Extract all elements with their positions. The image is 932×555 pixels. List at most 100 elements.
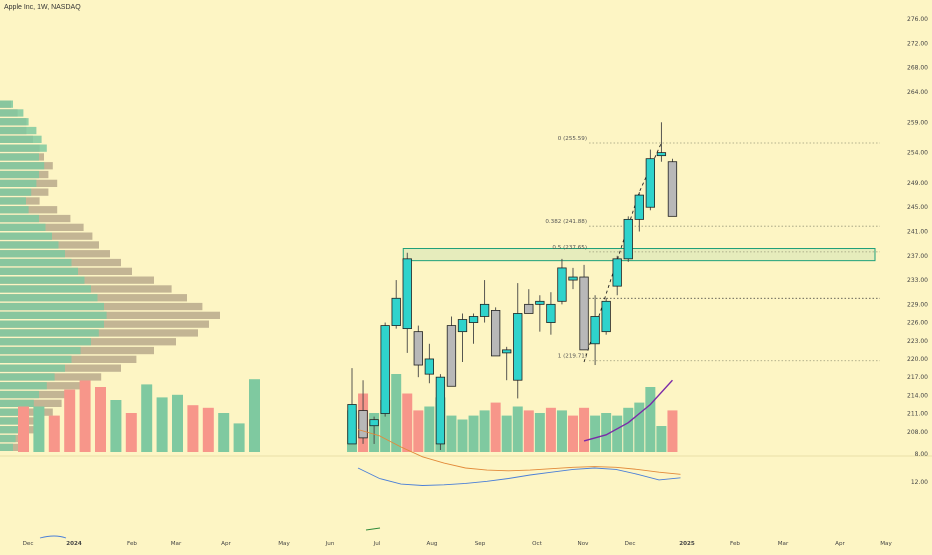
volume-bar [446, 415, 457, 452]
x-tick-label: Dec [625, 541, 636, 547]
candle-body [402, 258, 412, 330]
volume-bar [468, 415, 479, 452]
volume-bar [218, 413, 230, 452]
profile-row-up [0, 408, 29, 416]
profile-row-down [0, 311, 220, 319]
profile-row-up [0, 346, 81, 355]
candle-body [546, 303, 556, 323]
y-tick-label: 229.00 [907, 301, 928, 308]
profile-row-up [0, 302, 104, 311]
x-tick-label: Feb [127, 541, 137, 547]
candle-body [413, 331, 423, 366]
fib-level-label: 0.5 (237.65) [552, 245, 587, 251]
x-tick-label: 2025 [679, 541, 695, 547]
volume-bar [48, 415, 60, 452]
x-tick-label: Jul [373, 541, 381, 547]
candle-body [590, 316, 600, 345]
x-tick-label: May [880, 541, 892, 547]
candle-body [468, 316, 479, 323]
x-tick-label: Oct [532, 541, 542, 547]
profile-row-up [0, 276, 85, 284]
profile-row-up [0, 311, 107, 319]
profile-row-up [0, 285, 91, 293]
x-tick-label: Aug [427, 541, 438, 547]
moving-average-line [583, 379, 673, 442]
oscillator-signal-line [365, 527, 381, 531]
x-tick-label: Mar [171, 541, 182, 547]
volume-bar [202, 407, 214, 452]
volume-bar [568, 415, 578, 452]
profile-row-up [0, 434, 16, 443]
volume-bar [634, 402, 645, 452]
volume-bar [413, 410, 424, 452]
profile-row-up [0, 232, 52, 240]
x-tick-label: Apr [835, 541, 845, 547]
profile-row-up [0, 373, 55, 381]
candle-body [391, 297, 401, 326]
x-tick-label: Nov [578, 541, 590, 547]
volume-bar [534, 413, 545, 452]
candle-body [601, 300, 611, 333]
y-tick-label: 233.00 [907, 277, 928, 284]
candle-body [446, 325, 457, 387]
volume-bar [380, 400, 391, 452]
candle-body [612, 258, 622, 287]
profile-row-up [0, 241, 59, 249]
fib-level-label: 0.382 (241.88) [545, 219, 587, 225]
x-tick-label: Feb [730, 541, 740, 547]
y-tick-label: 211.00 [907, 411, 928, 418]
fib-level-label: 1 (219.71) [558, 354, 587, 360]
y-tick-label: 217.00 [907, 374, 928, 381]
x-tick-label: 2024 [66, 541, 82, 547]
x-tick-label: May [278, 541, 290, 547]
candle-body [667, 161, 678, 217]
y-tick-label: 223.00 [907, 338, 928, 345]
profile-row-up [0, 320, 104, 328]
profile-row-up [0, 126, 37, 135]
profile-row-down [0, 329, 198, 337]
profile-row-up [0, 153, 39, 161]
volume-bar [95, 387, 106, 452]
candle-body [513, 313, 523, 381]
volume-bar [479, 410, 490, 452]
candle-body [623, 218, 633, 260]
oscillator-fast-line [357, 467, 681, 486]
x-tick-label: Mar [778, 541, 789, 547]
profile-row-up [0, 197, 26, 205]
candle-body [524, 303, 534, 314]
candle-body [479, 303, 490, 317]
candle-body [656, 152, 667, 157]
y-tick-label: 276.00 [907, 16, 928, 23]
profile-row-up [0, 170, 39, 179]
oscillator-fast-early [39, 535, 67, 539]
candle-body [457, 319, 468, 333]
candle-body [645, 158, 655, 208]
profile-row-down [0, 320, 209, 328]
x-tick-label: Sep [475, 541, 486, 547]
profile-row-up [0, 144, 47, 152]
volume-bar [391, 374, 402, 452]
volume-bar [523, 410, 534, 452]
y-tick-label: 254.00 [907, 150, 928, 157]
candle-body [435, 376, 446, 445]
resistance-zone [402, 248, 876, 262]
volume-bar [18, 406, 29, 452]
candle-body [380, 325, 390, 414]
oscillator-tick-label: 8.00 [915, 451, 929, 458]
volume-bar [125, 413, 137, 452]
profile-row-up [0, 443, 13, 451]
y-tick-label: 241.00 [907, 229, 928, 236]
volume-bar [623, 407, 634, 452]
profile-row-up [0, 250, 65, 258]
volume-bar [172, 394, 183, 452]
volume-bar [579, 407, 590, 452]
candle-body [347, 404, 357, 445]
profile-row-up [0, 426, 19, 434]
y-tick-label: 249.00 [907, 180, 928, 187]
volume-bar [141, 384, 153, 452]
volume-bar [556, 410, 567, 452]
profile-row-up [0, 267, 78, 275]
profile-row-up [0, 206, 29, 214]
candle-body [557, 267, 567, 302]
